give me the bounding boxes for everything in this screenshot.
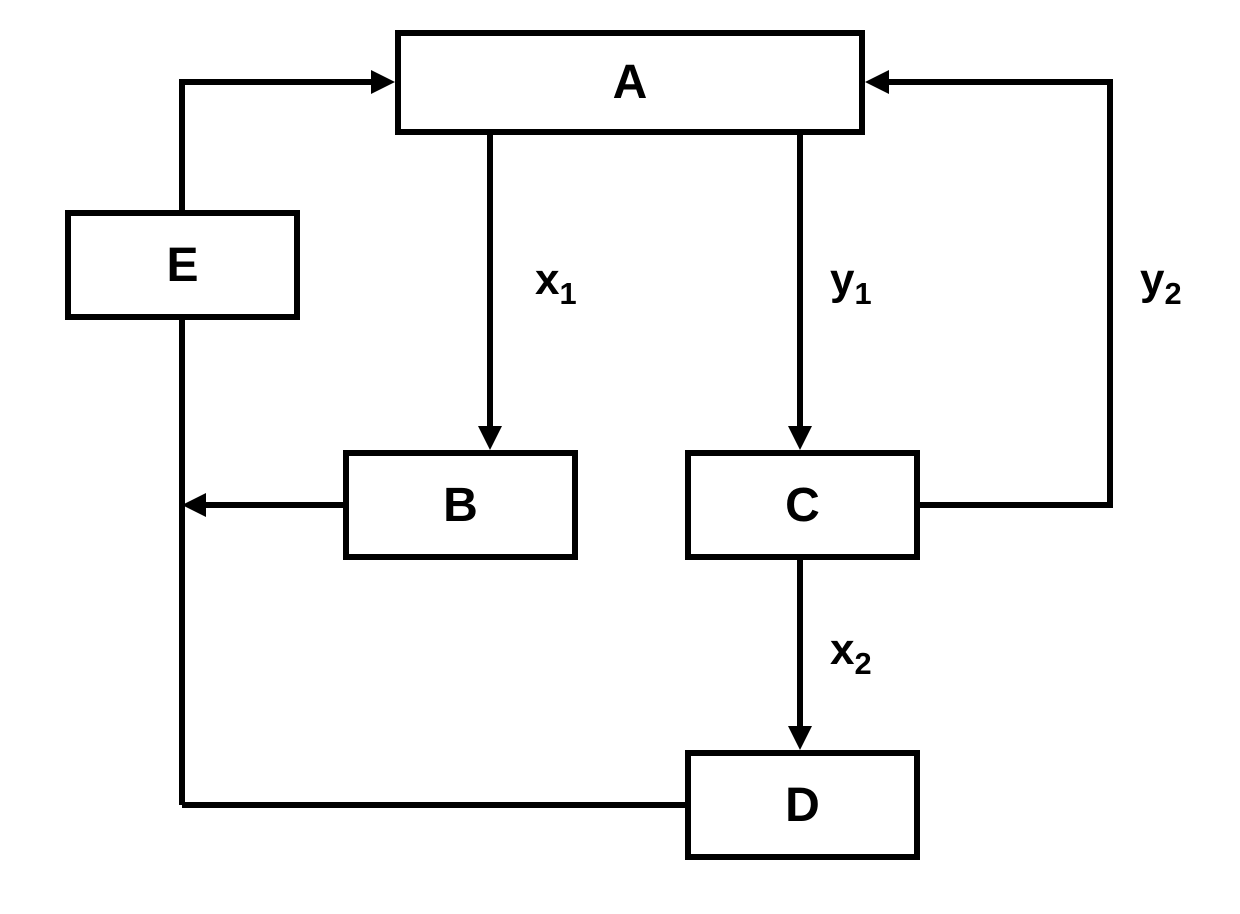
- edge-label-x2-sub: 2: [854, 646, 871, 681]
- node-B: B: [343, 450, 578, 560]
- edge-label-y1: y1: [830, 255, 872, 312]
- node-A: A: [395, 30, 865, 135]
- edge-label-x1-main: x: [535, 255, 559, 304]
- edge-label-x2: x2: [830, 625, 872, 682]
- flowchart-diagram: A B C D E x1 y1 x2 y2: [0, 0, 1240, 914]
- node-E: E: [65, 210, 300, 320]
- node-B-label: B: [443, 478, 478, 533]
- edge-label-y2-sub: 2: [1164, 276, 1181, 311]
- node-C: C: [685, 450, 920, 560]
- edge-label-y1-main: y: [830, 255, 854, 304]
- node-D: D: [685, 750, 920, 860]
- node-A-label: A: [613, 55, 648, 110]
- edge-label-x2-main: x: [830, 625, 854, 674]
- edges-svg: [0, 0, 1240, 914]
- edge-C-A: [871, 82, 1110, 505]
- node-C-label: C: [785, 478, 820, 533]
- edge-label-x1-sub: 1: [559, 276, 576, 311]
- edge-label-y2-main: y: [1140, 255, 1164, 304]
- edge-label-y2: y2: [1140, 255, 1182, 312]
- edge-label-x1: x1: [535, 255, 577, 312]
- edge-label-y1-sub: 1: [854, 276, 871, 311]
- node-E-label: E: [166, 238, 198, 293]
- node-D-label: D: [785, 778, 820, 833]
